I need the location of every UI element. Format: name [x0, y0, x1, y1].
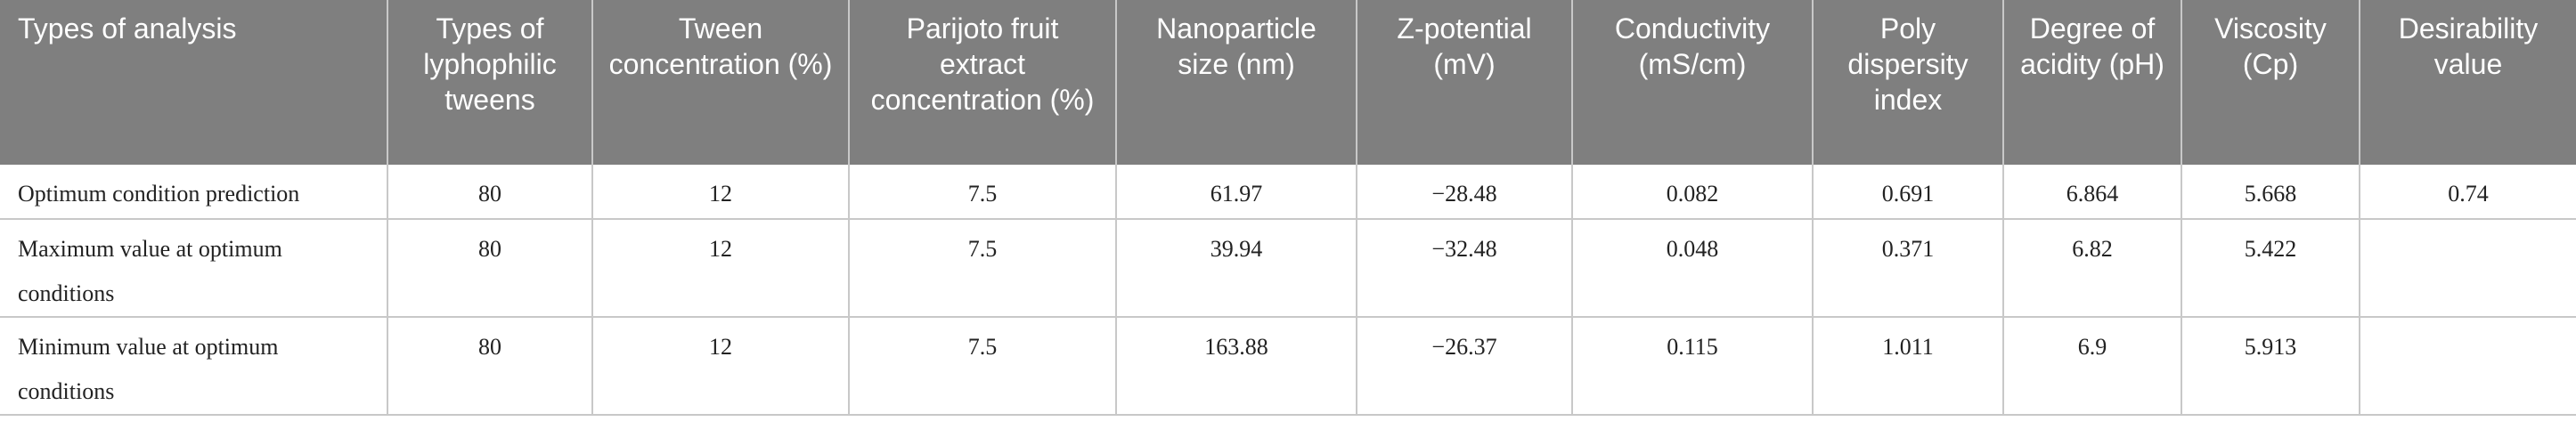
cell-z-potential: −26.37	[1356, 317, 1572, 416]
cell-nanoparticle-size: 39.94	[1115, 219, 1357, 318]
cell-nanoparticle-size: 163.88	[1115, 317, 1357, 416]
header-row: Types of analysis Types of lyphophilic t…	[0, 0, 2576, 165]
cell-analysis-type: Minimum value at optimum conditions	[0, 317, 387, 416]
cell-tween-concentration: 12	[591, 165, 849, 220]
cell-tween-concentration: 12	[591, 219, 849, 318]
header-conductivity: Conductivity (mS/cm)	[1571, 0, 1813, 165]
cell-viscosity: 5.913	[2181, 317, 2360, 416]
cell-z-potential: −32.48	[1356, 219, 1572, 318]
cell-polydispersity-index: 1.011	[1812, 317, 2003, 416]
cell-extract-concentration: 7.5	[848, 317, 1116, 416]
cell-desirability	[2359, 219, 2576, 318]
cell-polydispersity-index: 0.371	[1812, 219, 2003, 318]
cell-tween-type: 80	[387, 219, 592, 318]
cell-nanoparticle-size: 61.97	[1115, 165, 1357, 220]
header-extract-concentration: Parijoto fruit extract concentration (%)	[848, 0, 1116, 165]
cell-tween-type: 80	[387, 165, 592, 220]
cell-tween-concentration: 12	[591, 317, 849, 416]
cell-acidity: 6.82	[2002, 219, 2181, 318]
header-tween-concentration: Tween concentration (%)	[591, 0, 849, 165]
header-viscosity: Viscosity (Cp)	[2181, 0, 2360, 165]
header-desirability: Desirability value	[2359, 0, 2576, 165]
cell-conductivity: 0.082	[1571, 165, 1813, 220]
cell-conductivity: 0.115	[1571, 317, 1813, 416]
results-table: Types of analysis Types of lyphophilic t…	[0, 0, 2576, 416]
cell-analysis-type: Optimum condition prediction	[0, 165, 387, 220]
cell-z-potential: −28.48	[1356, 165, 1572, 220]
cell-tween-type: 80	[387, 317, 592, 416]
cell-acidity: 6.9	[2002, 317, 2181, 416]
cell-viscosity: 5.668	[2181, 165, 2360, 220]
header-acidity: Degree of acidity (pH)	[2002, 0, 2181, 165]
cell-desirability: 0.74	[2359, 165, 2576, 220]
header-tween-types: Types of lyphophilic tweens	[387, 0, 592, 165]
header-polydispersity-index: Poly dispersity index	[1812, 0, 2003, 165]
header-types-of-analysis: Types of analysis	[0, 0, 387, 165]
cell-polydispersity-index: 0.691	[1812, 165, 2003, 220]
cell-viscosity: 5.422	[2181, 219, 2360, 318]
header-nanoparticle-size: Nanoparticle size (nm)	[1115, 0, 1357, 165]
cell-acidity: 6.864	[2002, 165, 2181, 220]
table-row: Minimum value at optimum conditions 80 1…	[0, 317, 2576, 416]
cell-conductivity: 0.048	[1571, 219, 1813, 318]
table-row: Maximum value at optimum conditions 80 1…	[0, 219, 2576, 318]
cell-analysis-type: Maximum value at optimum conditions	[0, 219, 387, 318]
table-row: Optimum condition prediction 80 12 7.5 6…	[0, 165, 2576, 220]
cell-extract-concentration: 7.5	[848, 165, 1116, 220]
header-z-potential: Z-potential (mV)	[1356, 0, 1572, 165]
cell-extract-concentration: 7.5	[848, 219, 1116, 318]
cell-desirability	[2359, 317, 2576, 416]
